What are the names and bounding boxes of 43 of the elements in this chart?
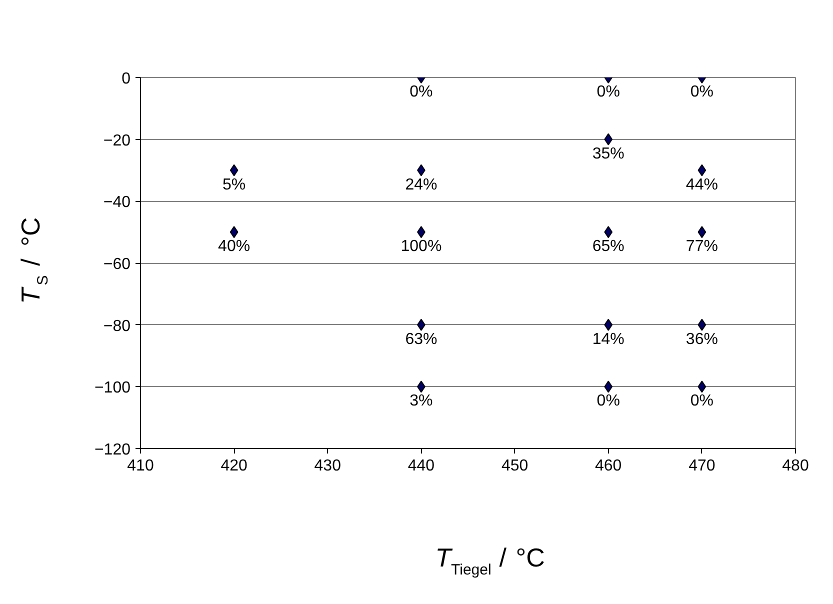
y-tick-label: −60	[103, 256, 131, 273]
annotation: 36%	[686, 330, 718, 348]
x-tick-label: 430	[314, 458, 342, 474]
annotation: 40%	[218, 238, 250, 256]
y-tick-label: −80	[103, 318, 131, 335]
annotation: 44%	[686, 176, 718, 194]
annotation: 3%	[410, 392, 433, 410]
point	[604, 318, 613, 331]
x-tick-label: 440	[408, 458, 435, 474]
x-tick-label: 410	[127, 458, 154, 474]
annotation: 5%	[222, 176, 246, 194]
annotation: 0%	[690, 84, 714, 100]
annotation: 100%	[400, 238, 442, 256]
annotation: 0%	[596, 84, 620, 100]
y-tick-label: −20	[103, 132, 131, 150]
point	[230, 164, 238, 176]
y-tick-label: −120	[94, 442, 131, 458]
annotation: 24%	[405, 176, 438, 194]
x-tick-label: 420	[220, 458, 248, 474]
y-tick-label: −40	[103, 194, 131, 212]
x-tick-label: 460	[595, 458, 622, 474]
y-tick-label: −100	[94, 380, 131, 397]
annotation: 0%	[410, 84, 433, 100]
point	[230, 226, 238, 238]
annotation: 65%	[592, 238, 624, 256]
x-tick-label: 470	[688, 458, 716, 474]
x-tick-label: 450	[501, 458, 528, 474]
point	[698, 318, 706, 331]
point	[698, 226, 706, 238]
annotation: 0%	[596, 392, 620, 410]
annotation: 63%	[405, 330, 438, 348]
annotation: 35%	[592, 145, 624, 162]
point	[604, 380, 613, 393]
y-axis-title: TS / °C	[16, 217, 52, 304]
annotation: 14%	[592, 330, 624, 348]
annotation: 77%	[686, 238, 718, 256]
point	[698, 380, 706, 393]
annotation: 0%	[690, 392, 714, 410]
point	[698, 164, 706, 176]
x-tick-label: 480	[782, 458, 809, 474]
point	[604, 133, 613, 146]
point	[604, 226, 613, 238]
y-tick-label: 0	[122, 70, 131, 88]
